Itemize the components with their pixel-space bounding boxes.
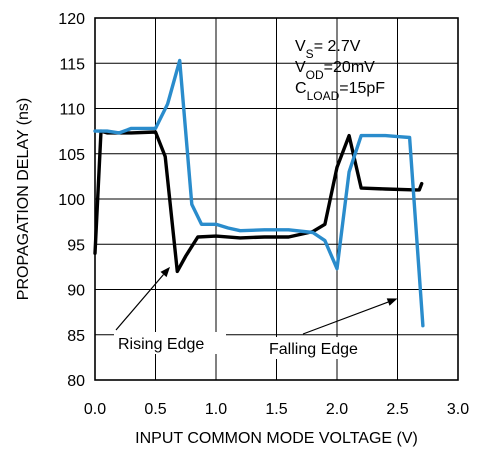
y-tick-label: 110 (59, 102, 85, 119)
y-tick-label: 80 (67, 373, 85, 390)
y-tick-label: 85 (67, 328, 85, 345)
x-tick-label: 1.5 (265, 401, 287, 418)
grid (95, 18, 458, 380)
y-tick-label: 120 (58, 11, 85, 28)
condition-vod: VOD=20mV (295, 59, 375, 82)
series-layer (93, 58, 425, 328)
rising-edge-label-bg (114, 332, 226, 354)
rising-edge-arrowhead (160, 266, 171, 278)
annotations: Rising Edge Falling Edge (114, 266, 398, 359)
test-conditions: VS= 2.7V VOD=20mV CLOAD=15pF (295, 38, 385, 103)
falling-edge-line (93, 58, 425, 328)
falling-edge-arrow (302, 301, 389, 335)
y-tick-label: 100 (58, 192, 85, 209)
tick-labels: 0.0 0.5 1.0 1.5 2.0 2.5 3.0 80 85 90 95 100 105 110 11… (58, 11, 469, 418)
x-tick-label: 0.5 (144, 401, 166, 418)
x-tick-label: 2.5 (386, 401, 408, 418)
x-tick-label: 1.0 (205, 401, 227, 418)
plot-frame (94, 17, 459, 381)
rising-edge-line (93, 129, 424, 274)
x-tick-label: 0.0 (84, 401, 106, 418)
condition-vs: VS= 2.7V (295, 38, 361, 61)
x-tick-label: 3.0 (447, 401, 469, 418)
y-tick-label: 95 (67, 237, 85, 254)
falling-edge-arrowhead (386, 298, 398, 306)
y-tick-label: 115 (59, 56, 85, 73)
x-tick-label: 2.0 (326, 401, 348, 418)
rising-edge-arrow (115, 274, 164, 331)
falling-edge-label: Falling Edge (269, 341, 358, 358)
rising-edge-label: Rising Edge (118, 336, 204, 353)
y-axis-label: PROPAGATION DELAY (ns) (15, 98, 32, 300)
x-axis-label: INPUT COMMON MODE VOLTAGE (V) (135, 430, 418, 447)
condition-cload: CLOAD=15pF (295, 80, 385, 103)
y-tick-label: 90 (67, 283, 85, 300)
falling-edge-label-bg (265, 337, 385, 359)
y-tick-label: 105 (58, 147, 85, 164)
